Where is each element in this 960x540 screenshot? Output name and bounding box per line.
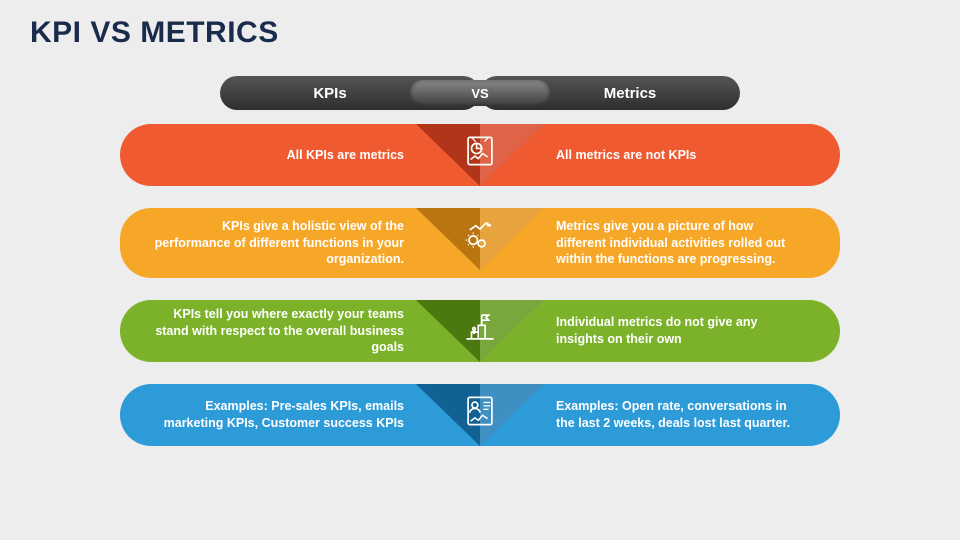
metric-text: Individual metrics do not give any insig… (556, 314, 806, 348)
comparison-row: KPIs tell you where exactly your teams s… (120, 300, 840, 362)
gears-trend-icon (463, 218, 497, 252)
kpi-text: KPIs tell you where exactly your teams s… (154, 306, 404, 357)
comparison-row: KPIs give a holistic view of the perform… (120, 208, 840, 278)
pie-chart-doc-icon (463, 134, 497, 168)
profile-chart-icon (463, 394, 497, 428)
row-notch (416, 300, 544, 362)
vs-badge: VS (410, 80, 550, 106)
header-tabs: KPIs Metrics VS (220, 76, 740, 110)
kpi-text: KPIs give a holistic view of the perform… (154, 218, 404, 269)
kpi-text: All KPIs are metrics (287, 147, 404, 164)
row-notch (416, 208, 544, 270)
kpi-text: Examples: Pre-sales KPIs, emails marketi… (154, 398, 404, 432)
metric-text: Examples: Open rate, conversations in th… (556, 398, 806, 432)
comparison-row: Examples: Pre-sales KPIs, emails marketi… (120, 384, 840, 446)
comparison-stage: KPIs Metrics VS All KPIs are metrics All… (120, 76, 840, 468)
comparison-row: All KPIs are metrics All metrics are not… (120, 124, 840, 186)
page-title: KPI VS METRICS (30, 16, 279, 50)
metric-text: Metrics give you a picture of how differ… (556, 218, 806, 269)
row-notch (416, 124, 544, 186)
flag-mountain-icon (463, 310, 497, 344)
metric-text: All metrics are not KPIs (556, 147, 696, 164)
row-notch (416, 384, 544, 446)
